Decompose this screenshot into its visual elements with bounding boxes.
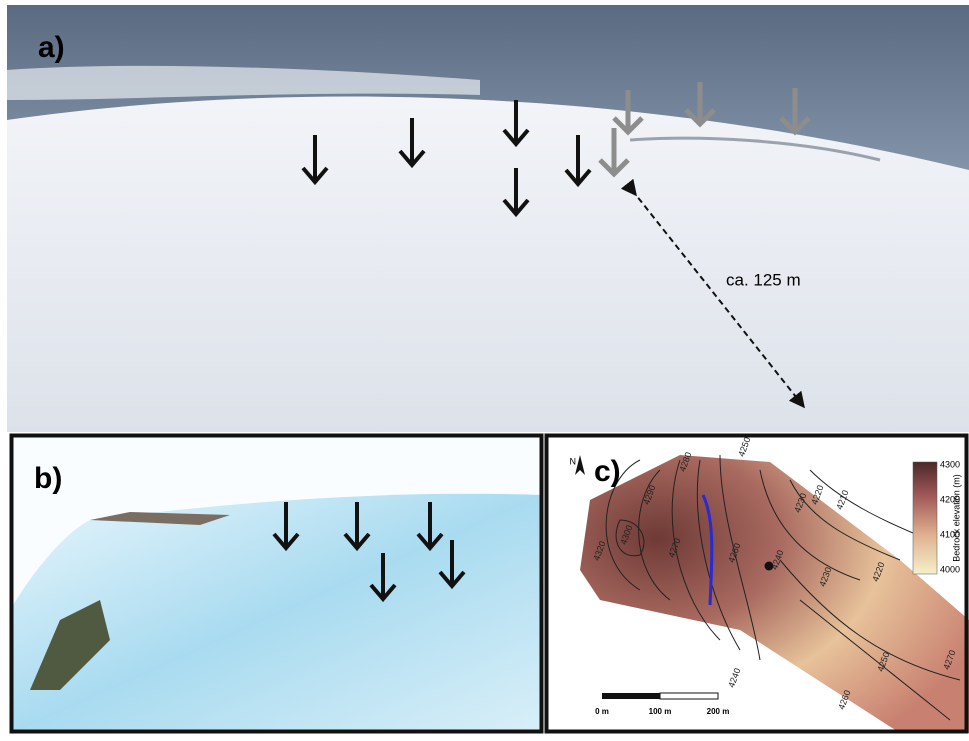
distance-label: ca. 125 m <box>726 270 801 289</box>
colorbar-title: Bedrock elevation (m) <box>951 474 961 562</box>
panel-a: ca. 125 m a) <box>7 5 969 432</box>
scale-label: 100 m <box>649 707 672 716</box>
scale-label: 0 m <box>595 707 609 716</box>
colorbar <box>913 462 937 574</box>
panel-b: b) <box>10 434 543 733</box>
colorbar-tick: 4000 <box>940 564 960 574</box>
panel-label: a) <box>38 31 65 64</box>
scale-label: 200 m <box>707 707 730 716</box>
colorbar-tick: 4200 <box>940 494 960 504</box>
figure: ca. 125 m a) b) Bedrock elevation ( <box>0 0 969 736</box>
north-label: N <box>570 456 577 466</box>
scale-bar <box>660 693 718 699</box>
colorbar-tick: 4300 <box>940 459 960 469</box>
panel-label: b) <box>34 462 62 495</box>
snowfield <box>7 97 969 432</box>
panel-c: Bedrock elevation (m) N c) 4300 4200 4100 4… <box>545 434 969 733</box>
panel-label: c) <box>594 455 621 488</box>
colorbar-tick: 4100 <box>940 529 960 539</box>
scale-bar <box>602 693 660 699</box>
